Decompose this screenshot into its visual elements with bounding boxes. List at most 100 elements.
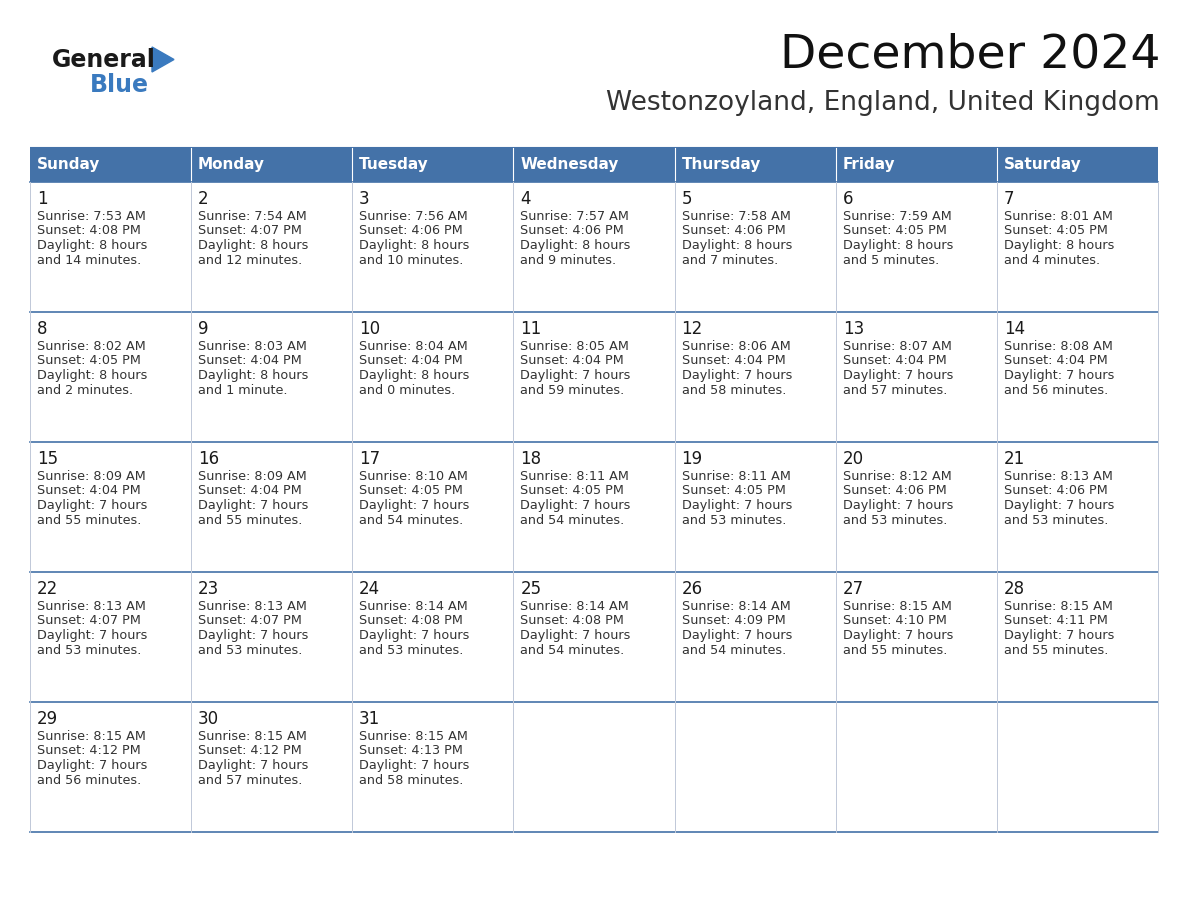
Text: Sunrise: 8:02 AM: Sunrise: 8:02 AM bbox=[37, 340, 145, 353]
Bar bbox=[675, 442, 836, 572]
Text: Sunset: 4:10 PM: Sunset: 4:10 PM bbox=[842, 614, 947, 628]
Bar bbox=[352, 148, 513, 182]
Bar bbox=[513, 148, 675, 182]
Text: Daylight: 7 hours: Daylight: 7 hours bbox=[520, 499, 631, 512]
Text: and 53 minutes.: and 53 minutes. bbox=[37, 644, 141, 656]
Text: 16: 16 bbox=[198, 450, 219, 468]
Text: 21: 21 bbox=[1004, 450, 1025, 468]
Polygon shape bbox=[152, 47, 173, 72]
Text: Friday: Friday bbox=[842, 158, 896, 173]
Text: and 12 minutes.: and 12 minutes. bbox=[198, 253, 302, 266]
Text: Sunrise: 8:01 AM: Sunrise: 8:01 AM bbox=[1004, 210, 1113, 223]
Text: Sunset: 4:04 PM: Sunset: 4:04 PM bbox=[359, 354, 463, 367]
Text: Daylight: 7 hours: Daylight: 7 hours bbox=[842, 369, 953, 382]
Text: Daylight: 7 hours: Daylight: 7 hours bbox=[682, 369, 792, 382]
Text: Sunrise: 8:09 AM: Sunrise: 8:09 AM bbox=[198, 470, 307, 483]
Text: 5: 5 bbox=[682, 190, 693, 208]
Text: Sunrise: 8:15 AM: Sunrise: 8:15 AM bbox=[198, 730, 307, 743]
Text: and 53 minutes.: and 53 minutes. bbox=[842, 513, 947, 527]
Text: Daylight: 8 hours: Daylight: 8 hours bbox=[842, 239, 953, 252]
Text: and 56 minutes.: and 56 minutes. bbox=[1004, 384, 1108, 397]
Text: and 58 minutes.: and 58 minutes. bbox=[682, 384, 786, 397]
Text: General: General bbox=[52, 48, 156, 72]
Text: Sunset: 4:05 PM: Sunset: 4:05 PM bbox=[359, 485, 463, 498]
Text: and 54 minutes.: and 54 minutes. bbox=[520, 644, 625, 656]
Bar bbox=[836, 702, 997, 832]
Bar bbox=[997, 572, 1158, 702]
Text: 26: 26 bbox=[682, 580, 703, 598]
Text: Sunset: 4:13 PM: Sunset: 4:13 PM bbox=[359, 744, 463, 757]
Text: Daylight: 8 hours: Daylight: 8 hours bbox=[37, 369, 147, 382]
Bar bbox=[352, 702, 513, 832]
Text: and 54 minutes.: and 54 minutes. bbox=[682, 644, 786, 656]
Text: 27: 27 bbox=[842, 580, 864, 598]
Text: 24: 24 bbox=[359, 580, 380, 598]
Text: Monday: Monday bbox=[198, 158, 265, 173]
Text: Saturday: Saturday bbox=[1004, 158, 1082, 173]
Text: Sunset: 4:04 PM: Sunset: 4:04 PM bbox=[37, 485, 140, 498]
Text: 3: 3 bbox=[359, 190, 369, 208]
Text: and 57 minutes.: and 57 minutes. bbox=[198, 774, 302, 787]
Text: 10: 10 bbox=[359, 320, 380, 338]
Text: Daylight: 7 hours: Daylight: 7 hours bbox=[359, 629, 469, 642]
Text: Daylight: 7 hours: Daylight: 7 hours bbox=[198, 499, 309, 512]
Text: Sunrise: 8:14 AM: Sunrise: 8:14 AM bbox=[520, 600, 630, 613]
Text: Sunrise: 8:04 AM: Sunrise: 8:04 AM bbox=[359, 340, 468, 353]
Text: and 7 minutes.: and 7 minutes. bbox=[682, 253, 778, 266]
Text: Daylight: 8 hours: Daylight: 8 hours bbox=[1004, 239, 1114, 252]
Text: and 57 minutes.: and 57 minutes. bbox=[842, 384, 947, 397]
Text: Sunrise: 8:10 AM: Sunrise: 8:10 AM bbox=[359, 470, 468, 483]
Text: Sunset: 4:06 PM: Sunset: 4:06 PM bbox=[1004, 485, 1108, 498]
Text: and 53 minutes.: and 53 minutes. bbox=[682, 513, 786, 527]
Text: Wednesday: Wednesday bbox=[520, 158, 619, 173]
Text: and 53 minutes.: and 53 minutes. bbox=[359, 644, 463, 656]
Text: 22: 22 bbox=[37, 580, 58, 598]
Text: Sunset: 4:05 PM: Sunset: 4:05 PM bbox=[37, 354, 140, 367]
Text: Sunrise: 8:12 AM: Sunrise: 8:12 AM bbox=[842, 470, 952, 483]
Text: Sunrise: 8:15 AM: Sunrise: 8:15 AM bbox=[37, 730, 146, 743]
Text: Sunrise: 8:13 AM: Sunrise: 8:13 AM bbox=[1004, 470, 1113, 483]
Text: and 55 minutes.: and 55 minutes. bbox=[842, 644, 947, 656]
Bar bbox=[836, 572, 997, 702]
Text: 29: 29 bbox=[37, 710, 58, 728]
Bar bbox=[836, 182, 997, 312]
Text: Sunset: 4:07 PM: Sunset: 4:07 PM bbox=[37, 614, 140, 628]
Bar bbox=[997, 312, 1158, 442]
Bar bbox=[30, 182, 191, 312]
Bar bbox=[191, 442, 352, 572]
Text: Sunset: 4:11 PM: Sunset: 4:11 PM bbox=[1004, 614, 1108, 628]
Text: Sunrise: 8:11 AM: Sunrise: 8:11 AM bbox=[520, 470, 630, 483]
Text: Thursday: Thursday bbox=[682, 158, 762, 173]
Text: and 55 minutes.: and 55 minutes. bbox=[1004, 644, 1108, 656]
Text: Sunset: 4:04 PM: Sunset: 4:04 PM bbox=[198, 354, 302, 367]
Text: 31: 31 bbox=[359, 710, 380, 728]
Text: Sunset: 4:04 PM: Sunset: 4:04 PM bbox=[842, 354, 947, 367]
Text: Daylight: 7 hours: Daylight: 7 hours bbox=[37, 499, 147, 512]
Text: Sunrise: 8:14 AM: Sunrise: 8:14 AM bbox=[359, 600, 468, 613]
Text: 7: 7 bbox=[1004, 190, 1015, 208]
Text: Sunset: 4:12 PM: Sunset: 4:12 PM bbox=[198, 744, 302, 757]
Text: Sunset: 4:04 PM: Sunset: 4:04 PM bbox=[198, 485, 302, 498]
Text: Daylight: 7 hours: Daylight: 7 hours bbox=[198, 629, 309, 642]
Text: Tuesday: Tuesday bbox=[359, 158, 429, 173]
Bar bbox=[997, 182, 1158, 312]
Text: Sunset: 4:04 PM: Sunset: 4:04 PM bbox=[1004, 354, 1108, 367]
Text: 17: 17 bbox=[359, 450, 380, 468]
Text: Daylight: 7 hours: Daylight: 7 hours bbox=[682, 499, 792, 512]
Bar bbox=[191, 572, 352, 702]
Text: and 14 minutes.: and 14 minutes. bbox=[37, 253, 141, 266]
Text: Daylight: 8 hours: Daylight: 8 hours bbox=[359, 369, 469, 382]
Text: 19: 19 bbox=[682, 450, 703, 468]
Text: Daylight: 7 hours: Daylight: 7 hours bbox=[359, 499, 469, 512]
Bar bbox=[191, 312, 352, 442]
Text: Daylight: 8 hours: Daylight: 8 hours bbox=[359, 239, 469, 252]
Bar bbox=[352, 182, 513, 312]
Bar bbox=[191, 702, 352, 832]
Text: Sunset: 4:05 PM: Sunset: 4:05 PM bbox=[682, 485, 785, 498]
Text: and 58 minutes.: and 58 minutes. bbox=[359, 774, 463, 787]
Text: Sunset: 4:04 PM: Sunset: 4:04 PM bbox=[520, 354, 624, 367]
Text: Sunset: 4:05 PM: Sunset: 4:05 PM bbox=[1004, 225, 1108, 238]
Text: 2: 2 bbox=[198, 190, 209, 208]
Text: and 1 minute.: and 1 minute. bbox=[198, 384, 287, 397]
Text: 30: 30 bbox=[198, 710, 219, 728]
